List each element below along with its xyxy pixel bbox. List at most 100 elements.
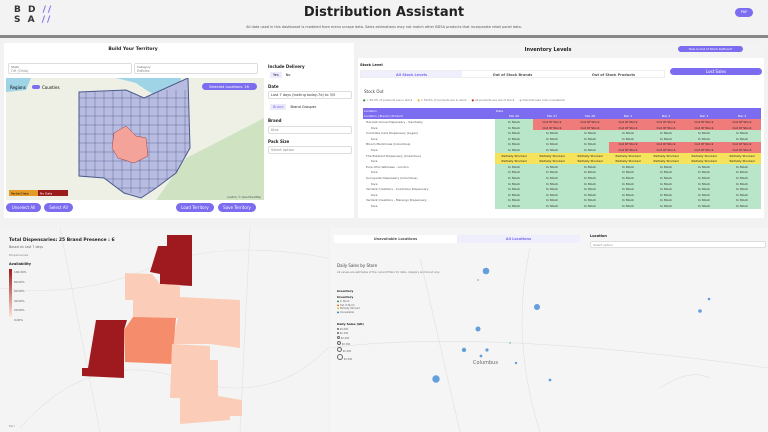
selected-locations-button[interactable] bbox=[202, 83, 257, 90]
store-marker[interactable] bbox=[707, 297, 711, 301]
location-name[interactable]: Harvest Grove Dispensary - Sandusky bbox=[366, 119, 423, 124]
include-delivery-label: Include Delivery bbox=[268, 64, 305, 69]
county-region[interactable] bbox=[172, 297, 240, 348]
table-row[interactable]: Kiva In Stock In Stock In Stock In Stock In S… bbox=[363, 203, 761, 209]
delivery-yes[interactable]: Yes bbox=[270, 72, 282, 78]
category-input[interactable]: Category Edibles bbox=[134, 63, 258, 74]
store-marker[interactable] bbox=[482, 267, 490, 275]
table-row[interactable]: Sunnyside Dispensary (Columbus) In Stock I… bbox=[363, 175, 761, 181]
availability-legend-title: Availability bbox=[9, 262, 32, 266]
sales-map[interactable]: Columbus bbox=[330, 228, 768, 432]
stock-cell: Partially Stocked bbox=[495, 152, 533, 159]
store-marker[interactable] bbox=[548, 378, 552, 382]
location-name[interactable]: Pure Ohio Wellness - London bbox=[366, 164, 409, 169]
brand-name[interactable]: Kiva bbox=[371, 159, 378, 164]
store-marker[interactable] bbox=[461, 347, 467, 353]
store-marker[interactable] bbox=[514, 361, 518, 365]
stock-cell: In Stock bbox=[533, 191, 571, 198]
brand-label: Brand bbox=[268, 118, 282, 123]
table-row[interactable]: The Botanist Dispensary (Columbus) Partia… bbox=[363, 152, 761, 159]
table-row[interactable]: Harvest Grove Dispensary - Sandusky In St… bbox=[363, 119, 761, 125]
location-select[interactable]: Select option bbox=[590, 241, 766, 248]
county-region[interactable] bbox=[125, 273, 180, 318]
location-name[interactable]: The Botanist Dispensary (Columbus) bbox=[366, 153, 421, 158]
store-marker[interactable] bbox=[475, 326, 481, 332]
pack-size-label: Pack Size bbox=[268, 139, 290, 144]
pack-size-select[interactable]: Select option bbox=[268, 146, 352, 154]
table-row[interactable]: Verdant Creations - Columbus Dispensary I… bbox=[363, 186, 761, 192]
table-row[interactable]: Verdant Creations - Marengo Dispensary In… bbox=[363, 197, 761, 204]
location-name[interactable]: Verdant Creations - Marengo Dispensary bbox=[366, 198, 427, 203]
out-of-stock-definition-button[interactable]: How is Out of Stock Defined? bbox=[678, 46, 743, 52]
stock-table: Location Date Location | Brand | Product F… bbox=[363, 108, 761, 209]
stock-cell: Out Of Stock bbox=[609, 147, 647, 153]
table-row[interactable]: Kiva In Stock In Stock In Stock Out Of Stock… bbox=[363, 147, 761, 153]
date-input[interactable]: Last 7 days (trailing today-7d) to 3/5 bbox=[268, 91, 352, 99]
availability-tick: 100.00% bbox=[14, 270, 27, 274]
store-marker[interactable] bbox=[432, 375, 440, 383]
tab-brand-grouper[interactable]: Brand Grouper bbox=[290, 105, 317, 109]
county-region[interactable] bbox=[180, 396, 242, 424]
toggle-counties[interactable]: Counties bbox=[42, 85, 60, 90]
select-all-button[interactable]: Select All bbox=[44, 203, 73, 212]
stock-cell: In Stock bbox=[723, 191, 761, 198]
load-territory-button[interactable]: Load Territory bbox=[176, 203, 214, 212]
tab-out-of-stock-brands[interactable]: Out of Stock Brands bbox=[492, 73, 533, 77]
toggle-regions[interactable]: Regions bbox=[10, 85, 26, 90]
store-marker[interactable] bbox=[509, 342, 511, 344]
tab-all-locations[interactable]: All Locations bbox=[457, 235, 580, 243]
table-row[interactable]: Kiva In Stock In Stock In Stock In Stock In S… bbox=[363, 180, 761, 187]
county-region[interactable] bbox=[150, 235, 192, 286]
inventory-legend-item: ● Out of Stock bbox=[337, 303, 355, 307]
table-row[interactable]: Kiva Partially Stocked Partially Stocked Pa… bbox=[363, 158, 761, 164]
table-row[interactable]: Columbia Care Dispensary (Logan) In Stock… bbox=[363, 130, 761, 136]
save-territory-button[interactable]: Save Territory bbox=[218, 203, 256, 212]
brand-name[interactable]: Kiva bbox=[371, 125, 378, 130]
tab-unavailable-locations[interactable]: Unavailable Locations bbox=[334, 235, 457, 243]
store-marker[interactable] bbox=[479, 354, 483, 358]
brand-select[interactable]: Kiva bbox=[268, 126, 352, 134]
county-region[interactable] bbox=[170, 344, 218, 398]
store-marker[interactable] bbox=[477, 279, 479, 281]
availability-choropleth[interactable] bbox=[0, 228, 328, 432]
tab-brand[interactable]: Brand bbox=[270, 104, 287, 110]
store-marker[interactable] bbox=[485, 348, 489, 352]
table-row[interactable]: Kiva In Stock In Stock In Stock In Stock In S… bbox=[363, 169, 761, 176]
stock-level-tabs: All Stock Levels Out of Stock Brands Out… bbox=[360, 70, 665, 78]
county-region[interactable] bbox=[82, 320, 127, 378]
availability-map[interactable]: Total Dispensaries: 25 Brand Presence : … bbox=[0, 228, 328, 432]
pdf-button[interactable]: PDF bbox=[735, 8, 753, 17]
delivery-no[interactable]: No bbox=[285, 73, 291, 77]
table-row[interactable]: Pure Ohio Wellness - London In Stock In St… bbox=[363, 163, 761, 170]
brand-name[interactable]: Kiva bbox=[371, 170, 378, 175]
tab-all-stock-levels[interactable]: All Stock Levels bbox=[361, 71, 462, 77]
brand-name[interactable]: Kiva bbox=[371, 147, 378, 152]
stock-cell: In Stock bbox=[571, 180, 609, 187]
brand-name[interactable]: Kiva bbox=[371, 136, 378, 141]
unselect-all-button[interactable]: Unselect All bbox=[6, 203, 41, 212]
brand-name[interactable]: Kiva bbox=[371, 192, 378, 197]
stock-cell: In Stock bbox=[533, 141, 571, 148]
brand-name[interactable]: Kiva bbox=[371, 181, 378, 186]
county-region[interactable] bbox=[124, 317, 176, 364]
stock-cell: In Stock bbox=[609, 197, 647, 204]
stock-cell: In Stock bbox=[685, 197, 723, 204]
store-marker[interactable] bbox=[534, 304, 540, 310]
location-name[interactable]: Verdant Creations - Columbus Dispensary bbox=[366, 187, 429, 192]
table-row[interactable]: Kiva In Stock In Stock In Stock In Stock In S… bbox=[363, 191, 761, 198]
stock-cell: Out Of Stock bbox=[723, 141, 761, 148]
location-name[interactable]: Bloom Medicinals (Columbus) bbox=[366, 142, 411, 147]
store-marker[interactable] bbox=[698, 309, 702, 313]
state-select[interactable]: State OH (Ohio) bbox=[8, 63, 132, 74]
brand-name[interactable]: Kiva bbox=[371, 203, 378, 208]
date-header: Feb 27 bbox=[546, 114, 558, 119]
location-name[interactable]: Sunnyside Dispensary (Columbus) bbox=[366, 175, 418, 180]
table-row[interactable]: Kiva In Stock In Stock In Stock In Stock In S… bbox=[363, 135, 761, 142]
region-county-toggle[interactable] bbox=[32, 85, 40, 89]
territory-map[interactable]: Regions Counties Selected Locations: 26 … bbox=[6, 78, 264, 200]
table-row[interactable]: Bloom Medicinals (Columbus) In Stock In St… bbox=[363, 141, 761, 148]
lost-sales-button[interactable]: Lost Sales bbox=[670, 68, 762, 75]
tab-out-of-stock-products[interactable]: Out of Stock Products bbox=[591, 73, 636, 77]
location-name[interactable]: Columbia Care Dispensary (Logan) bbox=[366, 131, 419, 136]
table-row[interactable]: Kiva In Stock Out Of Stock Out Of Stock Out … bbox=[363, 124, 761, 131]
